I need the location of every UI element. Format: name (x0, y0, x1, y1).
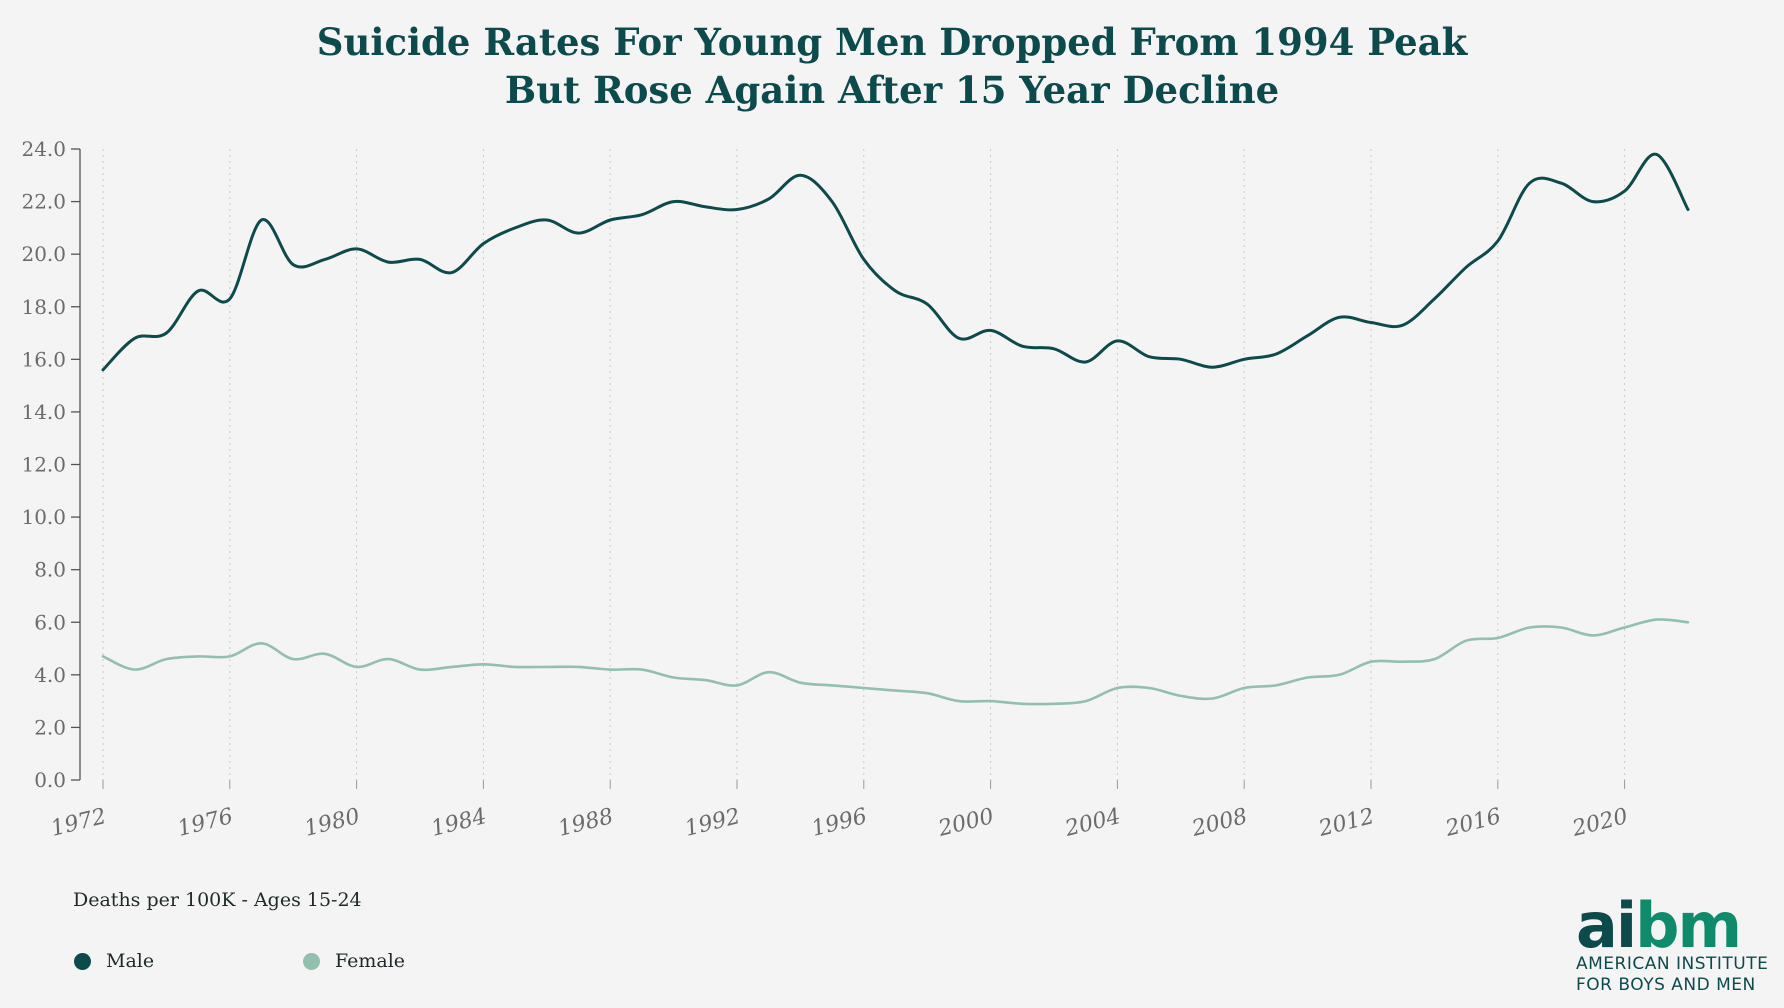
y-axis-label: Deaths per 100K - Ages 15-24 (73, 889, 362, 911)
x-axis-ticks: 1972 1976 1980 1984 1988 1992 1996 2000 2004 2008… (48, 780, 1630, 842)
x-tick-label: 2016 (1442, 804, 1503, 842)
x-tick-label: 2004 (1062, 804, 1123, 842)
x-tick-label: 1972 (48, 804, 108, 842)
y-tick-label: 6.0 (34, 610, 66, 634)
y-tick-label: 0.0 (34, 768, 66, 792)
x-tick-label: 1988 (556, 804, 616, 842)
legend-marker-male (74, 952, 91, 970)
logo-mark: aibm (1576, 895, 1776, 957)
series-line-male (101, 152, 1690, 372)
logo-mark-bm: bm (1635, 889, 1742, 962)
x-tick-label: 2008 (1189, 804, 1250, 842)
y-tick-label: 2.0 (34, 715, 66, 739)
y-tick-label: 18.0 (21, 295, 66, 319)
x-tick-label: 1984 (429, 804, 489, 842)
y-tick-label: 14.0 (21, 400, 66, 424)
chart-title: Suicide Rates For Young Men Dropped From… (0, 18, 1784, 114)
y-tick-label: 22.0 (21, 190, 66, 214)
logo-mark-ai: ai (1576, 889, 1637, 962)
x-tick-label: 1992 (682, 804, 742, 842)
y-axis-ticks: 0.0 2.0 4.0 6.0 8.0 10.0 12.0 14.0 16.0 18.0 20.0 2… (21, 137, 80, 792)
legend-item-female: Female (303, 949, 405, 973)
logo-text-line-1: AMERICAN INSTITUTE (1576, 954, 1769, 974)
x-tick-label: 1996 (809, 804, 869, 842)
x-tick-label: 2000 (935, 804, 996, 842)
chart-title-line-1: Suicide Rates For Young Men Dropped From… (316, 20, 1468, 64)
gridlines (102, 149, 1626, 780)
x-tick-label: 2012 (1315, 804, 1376, 842)
y-tick-label: 20.0 (21, 242, 66, 266)
y-tick-label: 16.0 (21, 347, 66, 371)
legend-item-male: Male (74, 949, 154, 973)
x-tick-label: 1976 (175, 804, 235, 842)
aibm-logo: aibm AMERICAN INSTITUTE FOR BOYS AND MEN (1576, 895, 1776, 996)
y-tick-label: 10.0 (21, 505, 66, 529)
legend-label-male: Male (106, 950, 155, 972)
x-tick-label: 1980 (302, 804, 362, 842)
y-tick-label: 8.0 (34, 558, 66, 582)
x-tick-label: 2020 (1569, 804, 1630, 842)
y-tick-label: 12.0 (21, 453, 66, 477)
series-lines (101, 152, 1690, 706)
series-line-female (101, 618, 1690, 706)
y-tick-label: 4.0 (34, 663, 66, 687)
logo-text-line-2: FOR BOYS AND MEN (1576, 975, 1756, 995)
legend-label-female: Female (335, 950, 406, 972)
legend-marker-female (303, 952, 320, 970)
y-tick-label: 24.0 (21, 137, 66, 161)
chart-title-line-2: But Rose Again After 15 Year Decline (504, 68, 1280, 112)
